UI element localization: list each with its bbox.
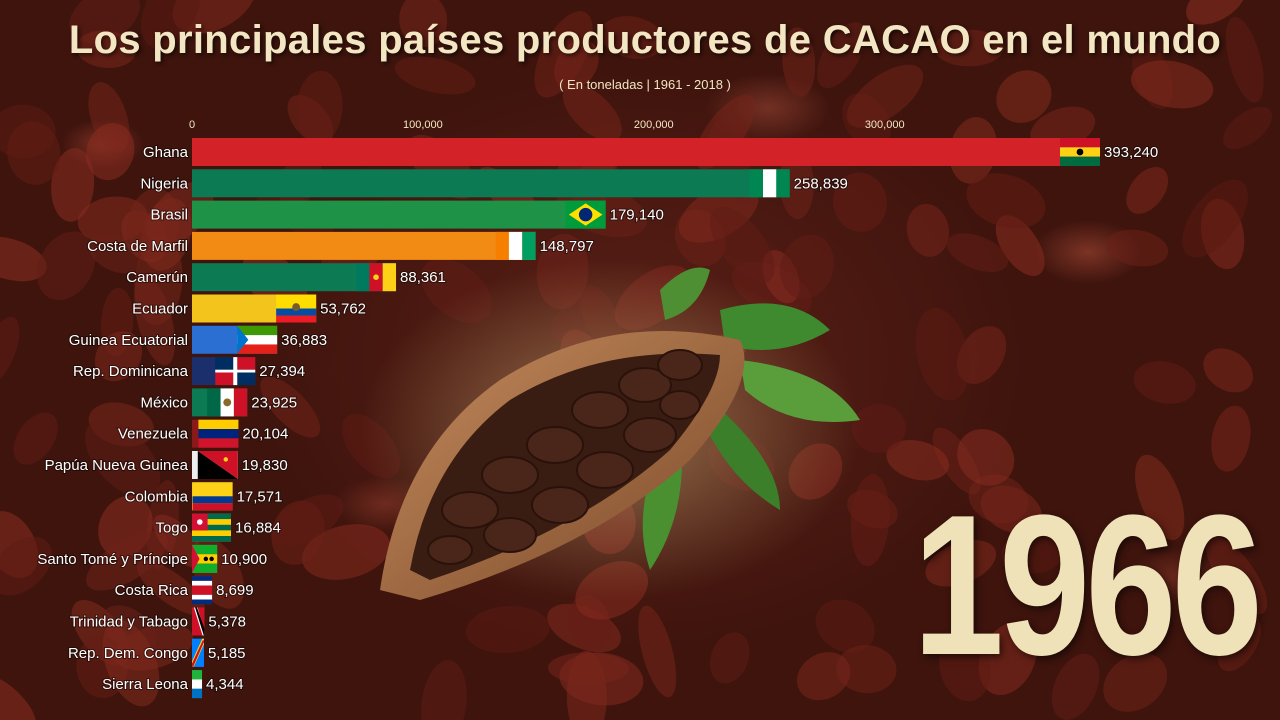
x-tick-label: 0	[189, 119, 195, 131]
category-label: Ghana	[143, 144, 189, 161]
value-label: 16,884	[235, 520, 281, 537]
venezuela-flag-icon	[198, 419, 239, 448]
value-label: 23,925	[251, 394, 297, 411]
bar	[192, 231, 536, 260]
category-label: Costa Rica	[115, 582, 189, 599]
category-label: Rep. Dominicana	[73, 363, 189, 380]
bar-row: Camerún 88,361	[125, 263, 447, 292]
bar-row: Nigeria 258,839	[139, 169, 849, 198]
value-label: 19,830	[242, 457, 288, 474]
value-label: 36,883	[281, 332, 327, 349]
bar-row: Santo Tomé y Príncipe 10,900	[36, 544, 268, 573]
ghana-flag-icon	[1060, 138, 1100, 166]
value-label: 8,699	[216, 582, 254, 599]
trinidad-tobago-flag-icon	[192, 607, 205, 636]
category-label: Brasil	[150, 207, 188, 224]
equatorial-guinea-flag-icon	[237, 325, 278, 354]
bar-row: Costa de Marfil 148,797	[86, 231, 595, 260]
togo-flag-icon	[192, 513, 231, 542]
bar-row: Trinidad y Tabago 5,378	[69, 607, 247, 636]
category-label: Papúa Nueva Guinea	[45, 457, 189, 474]
value-label: 5,378	[208, 614, 246, 631]
value-label: 27,394	[259, 363, 305, 380]
value-label: 53,762	[320, 301, 366, 318]
category-label: Colombia	[125, 488, 189, 505]
bar-row: Sierra Leona 4,344	[101, 670, 245, 699]
bar-row: Rep. Dem. Congo 5,185	[67, 638, 247, 667]
value-label: 5,185	[208, 645, 246, 662]
category-label: México	[140, 394, 188, 411]
brazil-flag-icon	[565, 200, 606, 229]
value-label: 148,797	[540, 238, 594, 255]
dominican-republic-flag-icon	[215, 357, 256, 386]
value-label: 88,361	[400, 269, 446, 286]
ivory-coast-flag-icon	[495, 231, 536, 260]
bar-row: México 23,925	[139, 388, 298, 417]
sierra-leone-flag-icon	[192, 670, 203, 699]
bar	[192, 200, 606, 229]
x-tick-label: 300,000	[865, 119, 905, 131]
nigeria-flag-icon	[749, 169, 790, 198]
colombia-flag-icon	[192, 482, 233, 511]
value-label: 20,104	[242, 426, 288, 443]
bar-row: Togo 16,884	[154, 513, 282, 542]
x-tick-label: 100,000	[403, 119, 443, 131]
bar-row: Ghana 393,240	[142, 138, 1159, 166]
category-label: Ecuador	[132, 301, 188, 318]
category-label: Venezuela	[118, 426, 189, 443]
ecuador-flag-icon	[276, 294, 317, 323]
dr-congo-flag-icon	[192, 638, 204, 667]
sao-tome-flag-icon	[192, 544, 218, 573]
x-tick-label: 200,000	[634, 119, 674, 131]
value-label: 179,140	[610, 207, 664, 224]
category-label: Trinidad y Tabago	[70, 614, 188, 631]
bar-row: Colombia 17,571	[124, 482, 283, 511]
value-label: 4,344	[206, 676, 244, 693]
bar-row: Costa Rica 8,699	[114, 576, 255, 605]
year-indicator: 1966	[912, 474, 1263, 697]
bar	[192, 169, 790, 198]
cameroon-flag-icon	[356, 263, 397, 292]
bar-row: Rep. Dominicana 27,394	[72, 357, 306, 386]
bar	[192, 138, 1100, 166]
value-label: 393,240	[1104, 144, 1158, 161]
bar-row: Brasil 179,140	[149, 200, 665, 229]
category-label: Sierra Leona	[102, 676, 189, 693]
value-label: 17,571	[237, 488, 283, 505]
bar-row: Guinea Ecuatorial 36,883	[68, 325, 328, 354]
category-label: Rep. Dem. Congo	[68, 645, 188, 662]
category-label: Santo Tomé y Príncipe	[37, 551, 188, 568]
bar-row: Ecuador 53,762	[131, 294, 367, 323]
category-label: Camerún	[126, 269, 188, 286]
mexico-flag-icon	[207, 388, 248, 417]
bar-row: Venezuela 20,104	[117, 419, 289, 448]
cocoa-pod-image	[360, 260, 860, 600]
value-label: 10,900	[221, 551, 267, 568]
value-label: 258,839	[794, 175, 848, 192]
category-label: Togo	[155, 520, 188, 537]
category-label: Nigeria	[140, 175, 188, 192]
papua-new-guinea-flag-icon	[197, 451, 238, 479]
bar-row: Papúa Nueva Guinea 19,830	[44, 451, 289, 479]
chart-subtitle: ( En toneladas | 1961 - 2018 )	[559, 77, 731, 92]
costa-rica-flag-icon	[192, 576, 213, 605]
category-label: Costa de Marfil	[87, 238, 188, 255]
chart-title: Los principales países productores de CA…	[68, 18, 1222, 62]
category-label: Guinea Ecuatorial	[69, 332, 188, 349]
